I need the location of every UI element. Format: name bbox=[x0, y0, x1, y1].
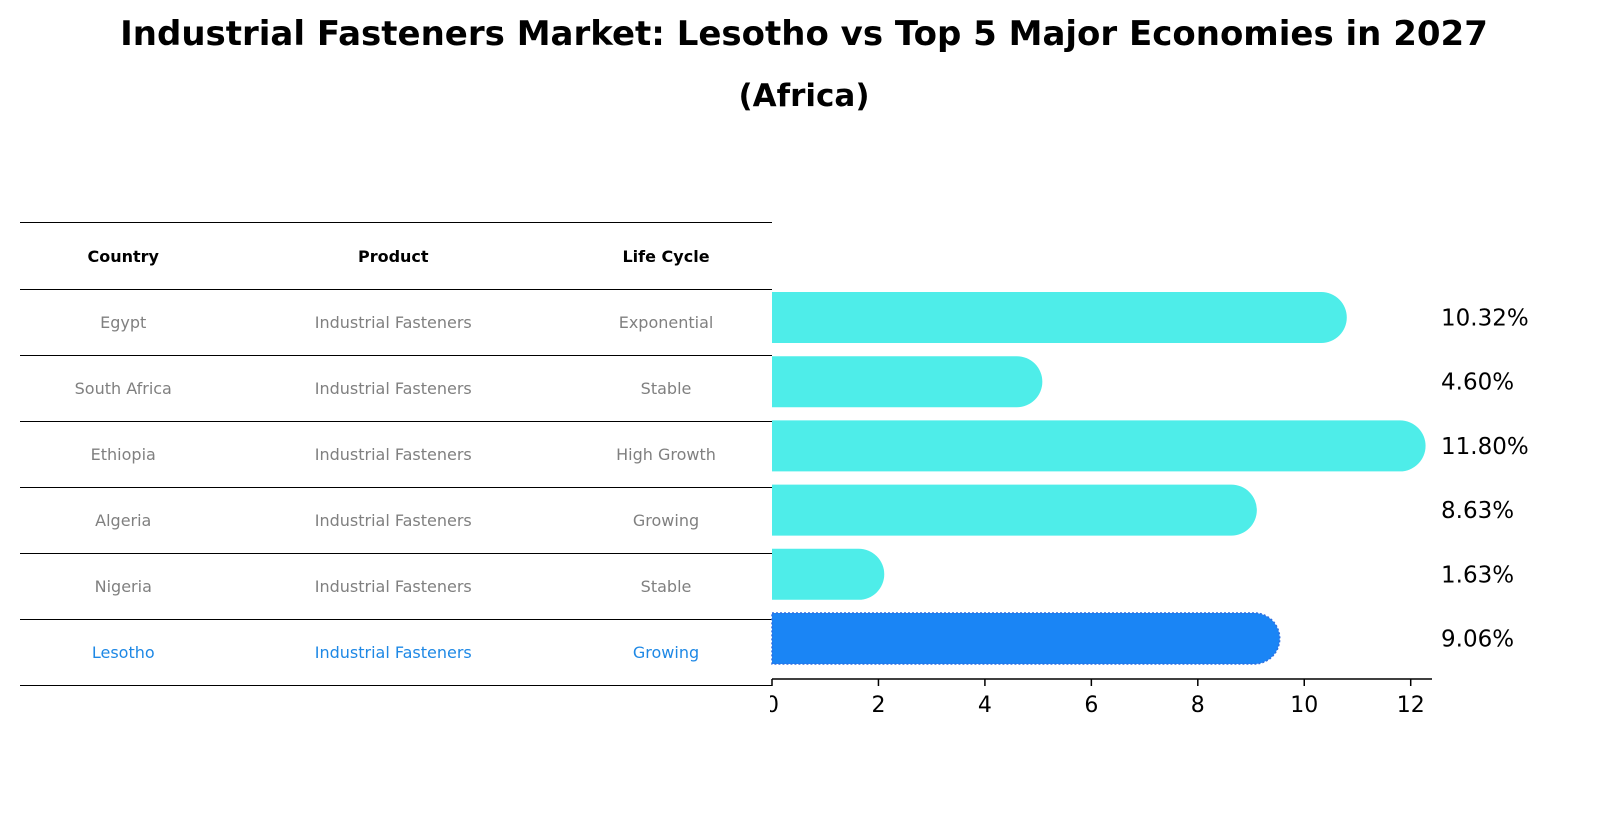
x-tick-label: 0 bbox=[770, 693, 779, 718]
bar-nigeria bbox=[772, 548, 885, 600]
table-row: Algeria Industrial Fasteners Growing bbox=[20, 487, 772, 554]
cell-country: Nigeria bbox=[20, 553, 227, 620]
table-row: South Africa Industrial Fasteners Stable bbox=[20, 355, 772, 422]
cell-life-cycle: High Growth bbox=[560, 421, 772, 488]
cell-product: Industrial Fasteners bbox=[226, 421, 561, 488]
bar-algeria bbox=[772, 484, 1257, 536]
cell-life-cycle: Exponential bbox=[560, 289, 772, 356]
cell-life-cycle: Growing bbox=[560, 619, 772, 686]
cell-country: Egypt bbox=[20, 289, 227, 356]
bar-chart: 10.32% 4.60% 11.80% 8.63% 1.63% 9.06% 0 2 4 6 8 10 1… bbox=[770, 292, 1529, 718]
cell-product: Industrial Fasteners bbox=[226, 289, 561, 356]
x-tick-label: 2 bbox=[871, 693, 885, 718]
x-tick-label: 12 bbox=[1397, 693, 1425, 718]
table-row: Ethiopia Industrial Fasteners High Growt… bbox=[20, 421, 772, 488]
bar-value-label: 9.06% bbox=[1441, 627, 1514, 653]
cell-life-cycle: Stable bbox=[560, 553, 772, 620]
chart-subtitle: (Africa) bbox=[738, 78, 870, 114]
cell-life-cycle: Growing bbox=[560, 487, 772, 554]
cell-country: South Africa bbox=[20, 355, 227, 422]
cell-product: Industrial Fasteners bbox=[226, 619, 561, 686]
cell-country: Algeria bbox=[20, 487, 227, 554]
table-row-highlight: Lesotho Industrial Fasteners Growing bbox=[20, 619, 772, 686]
x-tick-label: 8 bbox=[1191, 693, 1205, 718]
bar-lesotho bbox=[771, 612, 1281, 665]
bar-south-africa bbox=[772, 356, 1043, 408]
cell-product: Industrial Fasteners bbox=[226, 553, 561, 620]
cell-country: Lesotho bbox=[20, 619, 227, 686]
bar-value-label: 11.80% bbox=[1441, 434, 1529, 460]
chart-title: Industrial Fasteners Market: Lesotho vs … bbox=[120, 14, 1488, 54]
bar-value-label: 8.63% bbox=[1441, 498, 1514, 524]
x-tick-label: 6 bbox=[1084, 693, 1098, 718]
bar-value-label: 4.60% bbox=[1441, 370, 1514, 396]
x-tick-label: 4 bbox=[978, 693, 992, 718]
header-country: Country bbox=[20, 222, 227, 290]
table-header-row: Country Product Life Cycle bbox=[20, 222, 772, 290]
table-row: Nigeria Industrial Fasteners Stable bbox=[20, 553, 772, 620]
header-life-cycle: Life Cycle bbox=[560, 222, 772, 290]
bar-ethiopia bbox=[772, 420, 1426, 472]
table-row: Egypt Industrial Fasteners Exponential bbox=[20, 289, 772, 356]
bar-egypt bbox=[772, 292, 1347, 343]
x-tick-label: 10 bbox=[1290, 693, 1318, 718]
cell-product: Industrial Fasteners bbox=[226, 487, 561, 554]
bar-value-label: 1.63% bbox=[1441, 562, 1514, 588]
cell-product: Industrial Fasteners bbox=[226, 355, 561, 422]
cell-country: Ethiopia bbox=[20, 421, 227, 488]
info-table: Country Product Life Cycle Egypt Industr… bbox=[20, 222, 772, 686]
bar-value-label: 10.32% bbox=[1441, 306, 1529, 332]
header-product: Product bbox=[226, 222, 561, 290]
cell-life-cycle: Stable bbox=[560, 355, 772, 422]
